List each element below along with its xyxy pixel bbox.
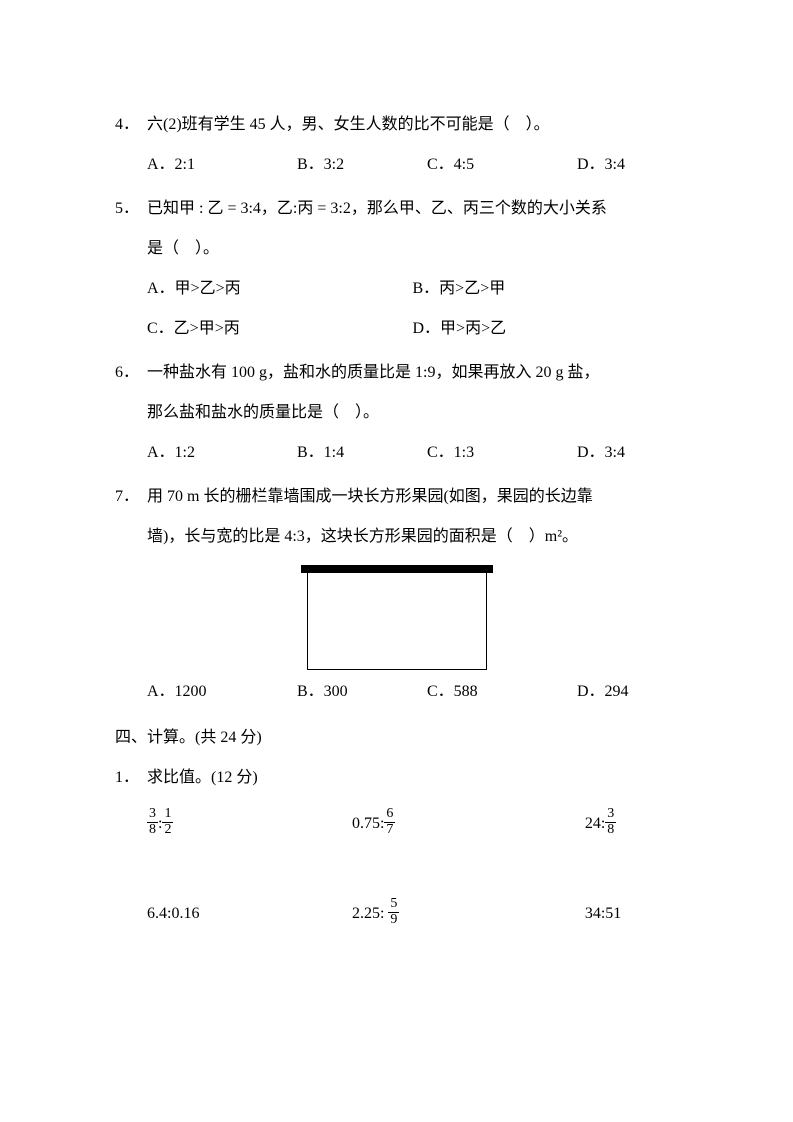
calc-row-2: 6.4:0.16 2.25: 59 34:51 [115,894,678,934]
q7-opt-b: B．300 [297,672,427,712]
q4-opt-d: D．3:4 [577,145,677,185]
q6-line2: 那么盐和盐水的质量比是（ ）。 [115,393,678,433]
question-4: 4． 六(2)班有学生 45 人，男、女生人数的比不可能是（ ）。 A．2:1 … [115,105,678,185]
calc-2b: 2.25: 59 [352,894,585,934]
frac-3-8b: 38 [605,807,616,837]
calc-1a: 38:12 [147,804,352,844]
q4-opt-c: C．4:5 [427,145,577,185]
q7-opt-d: D．294 [577,672,677,712]
question-5: 5． 已知甲 : 乙 = 3:4，乙:丙 = 3:2，那么甲、乙、丙三个数的大小… [115,189,678,349]
q4-opt-a: A．2:1 [147,145,297,185]
q6-opt-a: A．1:2 [147,433,297,473]
frac-6-7: 67 [384,807,395,837]
q4-number: 4． [115,105,147,145]
q5-opt-c: C．乙>甲>丙 [147,309,413,349]
q7-diagram [115,565,678,670]
q6-opt-c: C．1:3 [427,433,577,473]
s4q1-number: 1． [115,758,147,798]
q7-options: A．1200 B．300 C．588 D．294 [115,672,678,712]
q6-options: A．1:2 B．1:4 C．1:3 D．3:4 [115,433,678,473]
q4-text: 六(2)班有学生 45 人，男、女生人数的比不可能是（ ）。 [147,105,678,145]
q7-opt-a: A．1200 [147,672,297,712]
q7-line2: 墙)，长与宽的比是 4:3，这块长方形果园的面积是（ ）m²。 [115,517,678,557]
q5-opt-a: A．甲>乙>丙 [147,269,413,309]
q6-line1: 一种盐水有 100 g，盐和水的质量比是 1:9，如果再放入 20 g 盐， [147,353,678,393]
q5-options-row2: C．乙>甲>丙 D．甲>丙>乙 [115,309,678,349]
q4-options: A．2:1 B．3:2 C．4:5 D．3:4 [115,145,678,185]
calc-row-1: 38:12 0.75:67 24:38 [115,804,678,844]
q6-number: 6． [115,353,147,393]
question-7: 7． 用 70 m 长的栅栏靠墙围成一块长方形果园(如图，果园的长边靠 墙)，长… [115,477,678,712]
q4-opt-b: B．3:2 [297,145,427,185]
s4q1-title: 求比值。(12 分) [147,758,678,798]
calc-2a: 6.4:0.16 [147,894,352,934]
frac-5-9: 59 [388,897,399,927]
q5-line2: 是（ ）。 [115,229,678,269]
frac-1-2: 12 [162,807,173,837]
q7-line1: 用 70 m 长的栅栏靠墙围成一块长方形果园(如图，果园的长边靠 [147,477,678,517]
q5-opt-d: D．甲>丙>乙 [413,309,679,349]
q6-opt-d: D．3:4 [577,433,677,473]
q7-number: 7． [115,477,147,517]
calc-2c: 34:51 [585,894,678,934]
q5-line1: 已知甲 : 乙 = 3:4，乙:丙 = 3:2，那么甲、乙、丙三个数的大小关系 [147,189,678,229]
q5-opt-b: B．丙>乙>甲 [413,269,679,309]
q7-opt-c: C．588 [427,672,577,712]
section4-sub1: 1． 求比值。(12 分) 38:12 0.75:67 24:38 6.4:0.… [115,758,678,934]
rectangle-outline [307,569,487,670]
frac-3-8: 38 [147,807,158,837]
q5-number: 5． [115,189,147,229]
section-4-header: 四、计算。(共 24 分) [115,718,678,758]
calc-1b: 0.75:67 [352,804,585,844]
calc-1c: 24:38 [585,804,678,844]
q6-opt-b: B．1:4 [297,433,427,473]
question-6: 6． 一种盐水有 100 g，盐和水的质量比是 1:9，如果再放入 20 g 盐… [115,353,678,473]
q5-options-row1: A．甲>乙>丙 B．丙>乙>甲 [115,269,678,309]
